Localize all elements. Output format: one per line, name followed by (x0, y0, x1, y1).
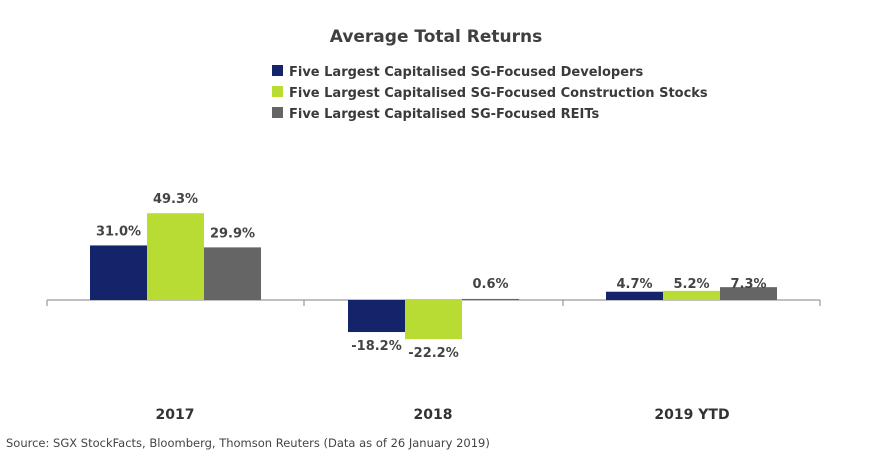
legend-swatch-developers (272, 65, 283, 76)
bars (90, 213, 777, 340)
data-label-reits-1: 0.6% (472, 277, 508, 292)
data-label-developers-2: 4.7% (616, 277, 652, 292)
legend-swatch-reits (272, 107, 283, 118)
legend-swatch-construction (272, 86, 283, 97)
data-label-reits-2: 7.3% (730, 277, 766, 292)
bar-reits-0 (204, 247, 261, 300)
legend: Five Largest Capitalised SG-Focused Deve… (272, 65, 708, 122)
bar-developers-0 (90, 245, 147, 300)
data-label-developers-0: 31.0% (96, 224, 141, 239)
bar-developers-2 (606, 291, 663, 300)
data-label-reits-0: 29.9% (210, 226, 255, 241)
bar-construction-0 (147, 213, 204, 300)
legend-label-reits: Five Largest Capitalised SG-Focused REIT… (289, 107, 600, 122)
category-label-2018: 2018 (414, 407, 453, 423)
data-label-construction-2: 5.2% (673, 277, 709, 292)
data-label-developers-1: -18.2% (351, 339, 402, 354)
legend-label-construction: Five Largest Capitalised SG-Focused Cons… (289, 86, 708, 101)
legend-label-developers: Five Largest Capitalised SG-Focused Deve… (289, 65, 643, 80)
bar-construction-2 (663, 290, 720, 300)
bar-developers-1 (348, 300, 405, 333)
category-label-2017: 2017 (156, 407, 195, 423)
category-label-2019-ytd: 2019 YTD (654, 407, 729, 423)
source-note: Source: SGX StockFacts, Bloomberg, Thoms… (6, 436, 490, 450)
bar-construction-1 (405, 300, 462, 340)
bar-reits-1 (462, 298, 519, 300)
bar-reits-2 (720, 287, 777, 300)
data-labels: 31.0% 49.3% 29.9% -18.2% -22.2% 0.6% 4.7% 5.2% 7… (96, 192, 767, 361)
data-label-construction-0: 49.3% (153, 192, 198, 207)
data-label-construction-1: -22.2% (408, 346, 459, 361)
chart-title: Average Total Returns (330, 27, 542, 47)
